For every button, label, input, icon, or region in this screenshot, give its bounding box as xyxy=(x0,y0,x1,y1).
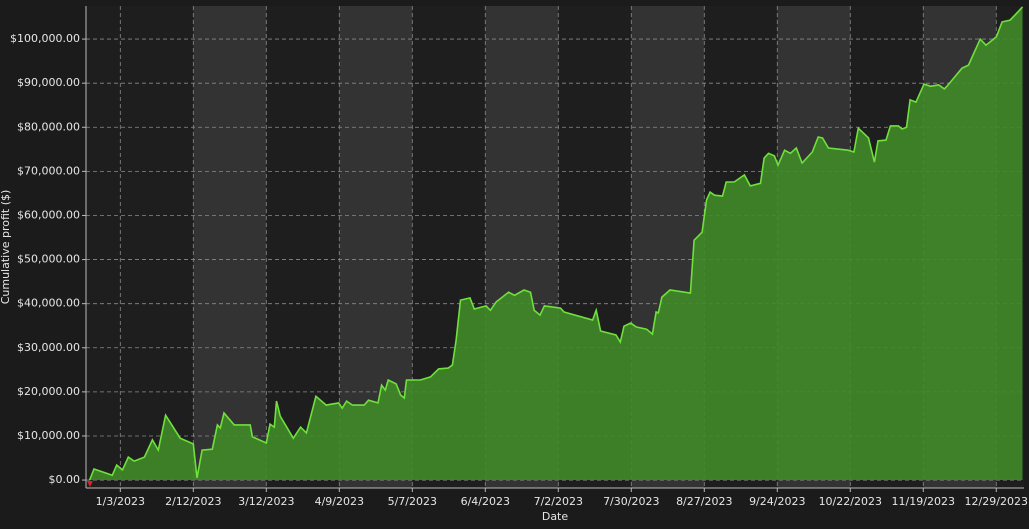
x-tick-label: 9/24/2023 xyxy=(749,495,805,508)
y-tick-label: $40,000.00 xyxy=(17,297,80,310)
x-tick-label: 7/30/2023 xyxy=(603,495,659,508)
start-marker xyxy=(87,481,93,487)
x-axis-title: Date xyxy=(542,510,569,523)
area-fill xyxy=(89,6,1023,481)
y-tick-label: $90,000.00 xyxy=(17,76,80,89)
y-tick-label: $80,000.00 xyxy=(17,120,80,133)
y-tick-label: $30,000.00 xyxy=(17,341,80,354)
x-tick-label: 12/29/2023 xyxy=(965,495,1028,508)
x-tick-label: 8/27/2023 xyxy=(676,495,732,508)
y-tick-label: $60,000.00 xyxy=(17,208,80,221)
shaded-band xyxy=(193,6,267,488)
x-tick-label: 10/22/2023 xyxy=(819,495,882,508)
y-tick-label: $70,000.00 xyxy=(17,164,80,177)
x-tick-label: 5/7/2023 xyxy=(388,495,437,508)
x-tick-label: 7/2/2023 xyxy=(534,495,583,508)
y-tick-label: $20,000.00 xyxy=(17,385,80,398)
y-tick-label: $0.00 xyxy=(49,473,81,486)
y-axis-title: Cumulative profit ($) xyxy=(0,190,12,305)
x-tick-label: 6/4/2023 xyxy=(461,495,510,508)
x-tick-label: 4/9/2023 xyxy=(315,495,364,508)
y-tick-label: $100,000.00 xyxy=(10,32,80,45)
y-tick-label: $10,000.00 xyxy=(17,429,80,442)
x-tick-label: 1/3/2023 xyxy=(96,495,145,508)
x-tick-label: 11/19/2023 xyxy=(892,495,955,508)
y-tick-label: $50,000.00 xyxy=(17,253,80,266)
x-tick-label: 3/12/2023 xyxy=(238,495,294,508)
line xyxy=(88,6,1024,481)
x-tick-label: 2/12/2023 xyxy=(165,495,221,508)
